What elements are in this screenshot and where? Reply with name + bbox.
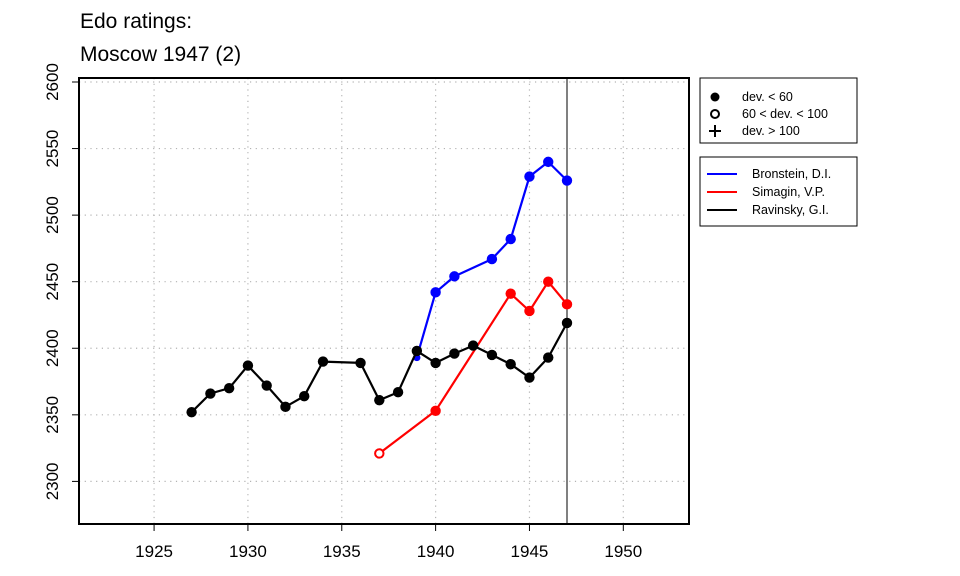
x-tick-label: 1945: [511, 542, 549, 561]
plus-marker-icon: [709, 125, 721, 137]
data-point: [430, 357, 441, 369]
data-point: [467, 340, 479, 351]
series-legend: Bronstein, D.I. Simagin, V.P. Ravinsky, …: [699, 156, 858, 227]
data-point: [505, 288, 516, 299]
open-circle-marker-icon: [710, 109, 720, 119]
data-point: [280, 401, 291, 413]
x-tick-label: 1925: [135, 542, 173, 561]
series-2: [186, 317, 573, 418]
marker-legend-label: dev. > 100: [742, 124, 800, 138]
y-tick-label: 2550: [43, 130, 62, 168]
data-point: [524, 305, 535, 317]
data-point: [543, 276, 554, 287]
data-point: [561, 299, 573, 310]
marker-legend-label: 60 < dev. < 100: [742, 107, 828, 121]
chart-title-line-1: Edo ratings:: [80, 10, 192, 33]
grid: [79, 78, 689, 524]
marker-legend-box: [699, 77, 858, 144]
data-point: [355, 357, 366, 369]
x-axis: 1925 1930 1935 1940 1945 1950: [135, 524, 642, 561]
y-tick-label: 2300: [43, 462, 62, 500]
y-axis: 2300 2350 2400 2450 2500 2550 2600: [43, 63, 79, 500]
data-point: [505, 233, 516, 245]
data-point: [505, 359, 516, 370]
y-tick-label: 2350: [43, 396, 62, 434]
data-point: [449, 348, 460, 359]
data-point: [430, 405, 441, 417]
data-point: [299, 390, 310, 402]
data-point: [374, 394, 385, 406]
y-tick-label: 2500: [43, 196, 62, 234]
data-point: [449, 271, 460, 282]
y-tick-label: 2400: [43, 329, 62, 367]
series-1: [374, 276, 573, 459]
data-point: [223, 383, 235, 394]
x-tick-label: 1940: [417, 542, 455, 561]
data-point: [317, 356, 329, 367]
data-point: [392, 386, 404, 398]
data-point: [186, 406, 197, 418]
data-point: [261, 380, 272, 391]
data-point: [561, 175, 573, 186]
data-point: [411, 345, 423, 357]
series-0: [413, 156, 573, 362]
filled-circle-marker-icon: [710, 92, 720, 102]
plot-frame: [78, 77, 690, 525]
y-tick-label: 2600: [43, 63, 62, 101]
marker-legend: dev. < 60 60 < dev. < 100 dev. > 100: [699, 77, 858, 144]
data-point: [524, 171, 535, 182]
data-point: [486, 253, 498, 265]
x-tick-label: 1935: [323, 542, 361, 561]
x-tick-label: 1950: [604, 542, 642, 561]
data-point: [561, 317, 573, 329]
data-point: [430, 287, 441, 298]
x-tick-label: 1930: [229, 542, 267, 561]
data-point: [242, 360, 254, 371]
series-legend-label: Simagin, V.P.: [752, 185, 825, 199]
data-point: [374, 448, 385, 459]
data-point: [205, 388, 216, 399]
series-legend-label: Bronstein, D.I.: [752, 167, 831, 181]
series-layer: [186, 156, 573, 459]
data-point: [524, 372, 535, 383]
data-point: [543, 156, 554, 168]
series-legend-label: Ravinsky, G.I.: [752, 203, 829, 217]
chart-title-line-2: Moscow 1947 (2): [80, 43, 241, 66]
series-legend-box: [699, 156, 858, 227]
data-point: [486, 349, 498, 361]
data-point: [543, 352, 554, 363]
y-tick-label: 2450: [43, 263, 62, 301]
marker-legend-label: dev. < 60: [742, 90, 793, 104]
